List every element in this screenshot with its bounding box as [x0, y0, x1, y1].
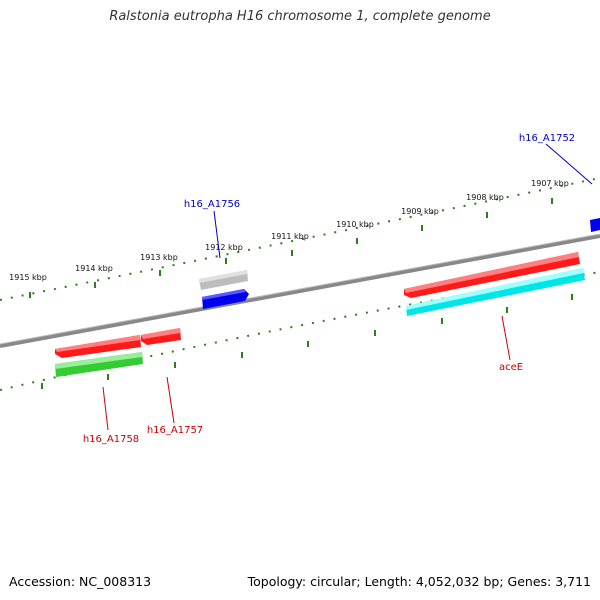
tick-label: 1913 kbp — [140, 253, 178, 262]
outer-major-ticks — [29, 198, 553, 298]
map-title: Ralstonia eutropha H16 chromosome 1, com… — [109, 9, 491, 24]
tick-label: 1914 kbp — [75, 264, 113, 273]
gene-label-h16-a1758[interactable]: h16_A1758 — [83, 434, 139, 445]
tick-label: 1910 kbp — [336, 220, 374, 229]
chromosome-backbone — [0, 234, 600, 348]
ruler-tick-labels: 1915 kbp 1914 kbp 1913 kbp 1912 kbp 1911… — [9, 179, 569, 282]
gene-label-h16-a1752[interactable]: h16_A1752 — [519, 133, 575, 144]
feature-grey[interactable] — [199, 270, 248, 290]
feature-h16-a1758-red[interactable] — [55, 335, 141, 358]
gene-label-h16-a1756[interactable]: h16_A1756 — [184, 199, 240, 210]
tick-label: 1909 kbp — [401, 207, 439, 216]
callout-lines — [102, 143, 593, 431]
feature-blue-edge[interactable] — [590, 218, 600, 232]
genome-summary-text: Topology: circular; Length: 4,052,032 bp… — [247, 574, 591, 589]
gene-label-acee[interactable]: aceE — [499, 362, 523, 373]
feature-h16-a1757-red[interactable] — [141, 328, 181, 345]
feature-cyan[interactable] — [406, 268, 585, 316]
tick-label: 1908 kbp — [466, 193, 504, 202]
gene-label-h16-a1757[interactable]: h16_A1757 — [147, 425, 203, 436]
tick-label: 1911 kbp — [271, 232, 309, 241]
feature-green[interactable] — [55, 352, 143, 377]
accession-text: Accession: NC_008313 — [9, 574, 152, 589]
feature-acee-red[interactable] — [404, 252, 580, 298]
tick-label: 1912 kbp — [205, 243, 243, 252]
inner-major-ticks — [41, 294, 573, 389]
tick-label: 1907 kbp — [531, 179, 569, 188]
tick-label: 1915 kbp — [9, 273, 47, 282]
feature-blue[interactable] — [202, 289, 249, 309]
